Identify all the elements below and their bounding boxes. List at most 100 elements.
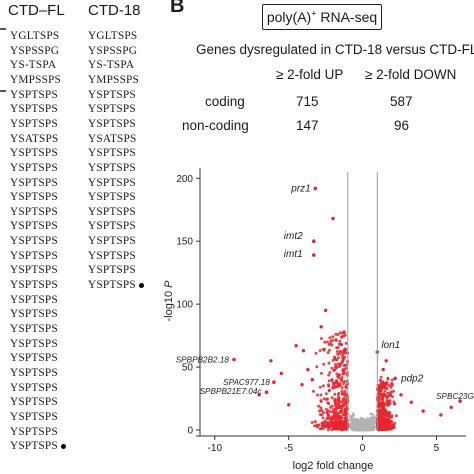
gene-point bbox=[368, 428, 372, 432]
gene-point bbox=[363, 428, 366, 432]
gene-point bbox=[355, 422, 359, 425]
gene-point bbox=[357, 427, 361, 430]
gene-point-significant bbox=[376, 398, 380, 402]
gene-point bbox=[353, 424, 357, 427]
gene-point bbox=[365, 428, 369, 432]
gene-point bbox=[363, 426, 367, 429]
gene-point bbox=[364, 425, 367, 429]
gene-point-significant bbox=[337, 419, 341, 423]
gene-point bbox=[353, 420, 357, 424]
gene-point-significant bbox=[382, 415, 385, 419]
gene-point bbox=[352, 425, 355, 429]
gene-point bbox=[369, 422, 372, 426]
gene-point-significant bbox=[378, 423, 381, 427]
gene-point bbox=[361, 427, 364, 431]
gene-point bbox=[355, 426, 359, 430]
gene-point bbox=[362, 423, 365, 427]
gene-point bbox=[357, 425, 361, 429]
gene-point-significant bbox=[332, 407, 336, 411]
x-tick-label: -10 bbox=[208, 443, 223, 454]
gene-point-significant bbox=[381, 426, 385, 430]
gene-point bbox=[365, 426, 368, 430]
gene-point-significant bbox=[381, 423, 385, 427]
gene-point bbox=[350, 424, 354, 428]
gene-point bbox=[370, 422, 374, 426]
gene-point-significant bbox=[390, 415, 394, 419]
gene-point bbox=[357, 426, 361, 430]
gene-point bbox=[354, 427, 358, 431]
gene-point-significant bbox=[315, 424, 319, 428]
gene-point-significant bbox=[379, 423, 383, 427]
gene-point-significant bbox=[337, 427, 341, 431]
gene-point bbox=[367, 427, 371, 431]
gene-point bbox=[363, 426, 367, 430]
gene-point bbox=[357, 425, 361, 428]
gene-point bbox=[358, 424, 361, 428]
gene-point-significant bbox=[328, 388, 331, 392]
gene-point bbox=[367, 426, 371, 430]
ctd-repeat: YSPTSPS bbox=[10, 176, 58, 189]
gene-point bbox=[356, 427, 360, 431]
gene-point-significant bbox=[381, 422, 385, 426]
gene-point-significant bbox=[337, 376, 341, 380]
gene-point-significant bbox=[382, 403, 386, 407]
gene-point bbox=[358, 427, 362, 431]
gene-point bbox=[365, 419, 369, 423]
gene-point bbox=[361, 424, 365, 428]
gene-point-significant bbox=[327, 421, 331, 425]
gene-point bbox=[364, 424, 368, 427]
gene-point bbox=[373, 417, 377, 420]
gene-point bbox=[368, 426, 372, 430]
gene-point bbox=[356, 424, 360, 428]
gene-point-significant bbox=[336, 393, 340, 396]
gene-point-significant bbox=[376, 417, 380, 420]
gene-point bbox=[361, 422, 365, 425]
gene-point bbox=[361, 428, 365, 431]
gene-point-significant bbox=[332, 425, 336, 429]
gene-point-significant bbox=[337, 342, 341, 346]
gene-point bbox=[354, 424, 357, 428]
gene-point bbox=[363, 427, 367, 431]
gene-point-significant bbox=[389, 393, 393, 397]
gene-point-significant bbox=[345, 427, 349, 431]
gene-point-significant bbox=[340, 422, 344, 426]
gene-point bbox=[361, 421, 364, 425]
gene-point bbox=[366, 426, 370, 429]
gene-point-outlier bbox=[390, 383, 394, 387]
gene-point-significant bbox=[376, 415, 380, 419]
gene-point bbox=[359, 426, 363, 430]
gene-point-significant bbox=[346, 422, 349, 426]
gene-point-significant bbox=[379, 428, 383, 432]
gene-point-significant bbox=[325, 398, 328, 401]
gene-point-significant bbox=[377, 422, 381, 426]
gene-point-significant bbox=[333, 413, 336, 416]
gene-point bbox=[366, 426, 370, 429]
gene-point-significant bbox=[388, 399, 392, 403]
gene-point bbox=[362, 427, 365, 431]
gene-point-significant bbox=[341, 404, 345, 408]
gene-point-significant bbox=[321, 416, 325, 420]
gene-point bbox=[355, 428, 359, 432]
gene-point bbox=[359, 421, 363, 424]
gene-point bbox=[359, 425, 363, 428]
gene-point bbox=[355, 425, 359, 429]
gene-point bbox=[359, 421, 363, 424]
gene-point bbox=[370, 421, 373, 425]
gene-point bbox=[362, 423, 366, 426]
gene-point bbox=[361, 424, 365, 428]
gene-point bbox=[357, 428, 361, 431]
gene-point bbox=[365, 425, 369, 429]
gene-point bbox=[360, 428, 364, 432]
gene-point bbox=[353, 419, 357, 422]
gene-point-significant bbox=[334, 407, 338, 411]
gene-point bbox=[356, 427, 360, 431]
gene-point bbox=[356, 426, 359, 429]
gene-point-significant bbox=[321, 384, 325, 388]
gene-point bbox=[359, 419, 362, 423]
gene-point-significant bbox=[334, 332, 338, 336]
gene-point bbox=[360, 425, 364, 429]
gene-point bbox=[360, 423, 364, 427]
gene-point-significant bbox=[381, 423, 384, 427]
gene-point bbox=[360, 424, 364, 428]
gene-point bbox=[354, 425, 358, 429]
